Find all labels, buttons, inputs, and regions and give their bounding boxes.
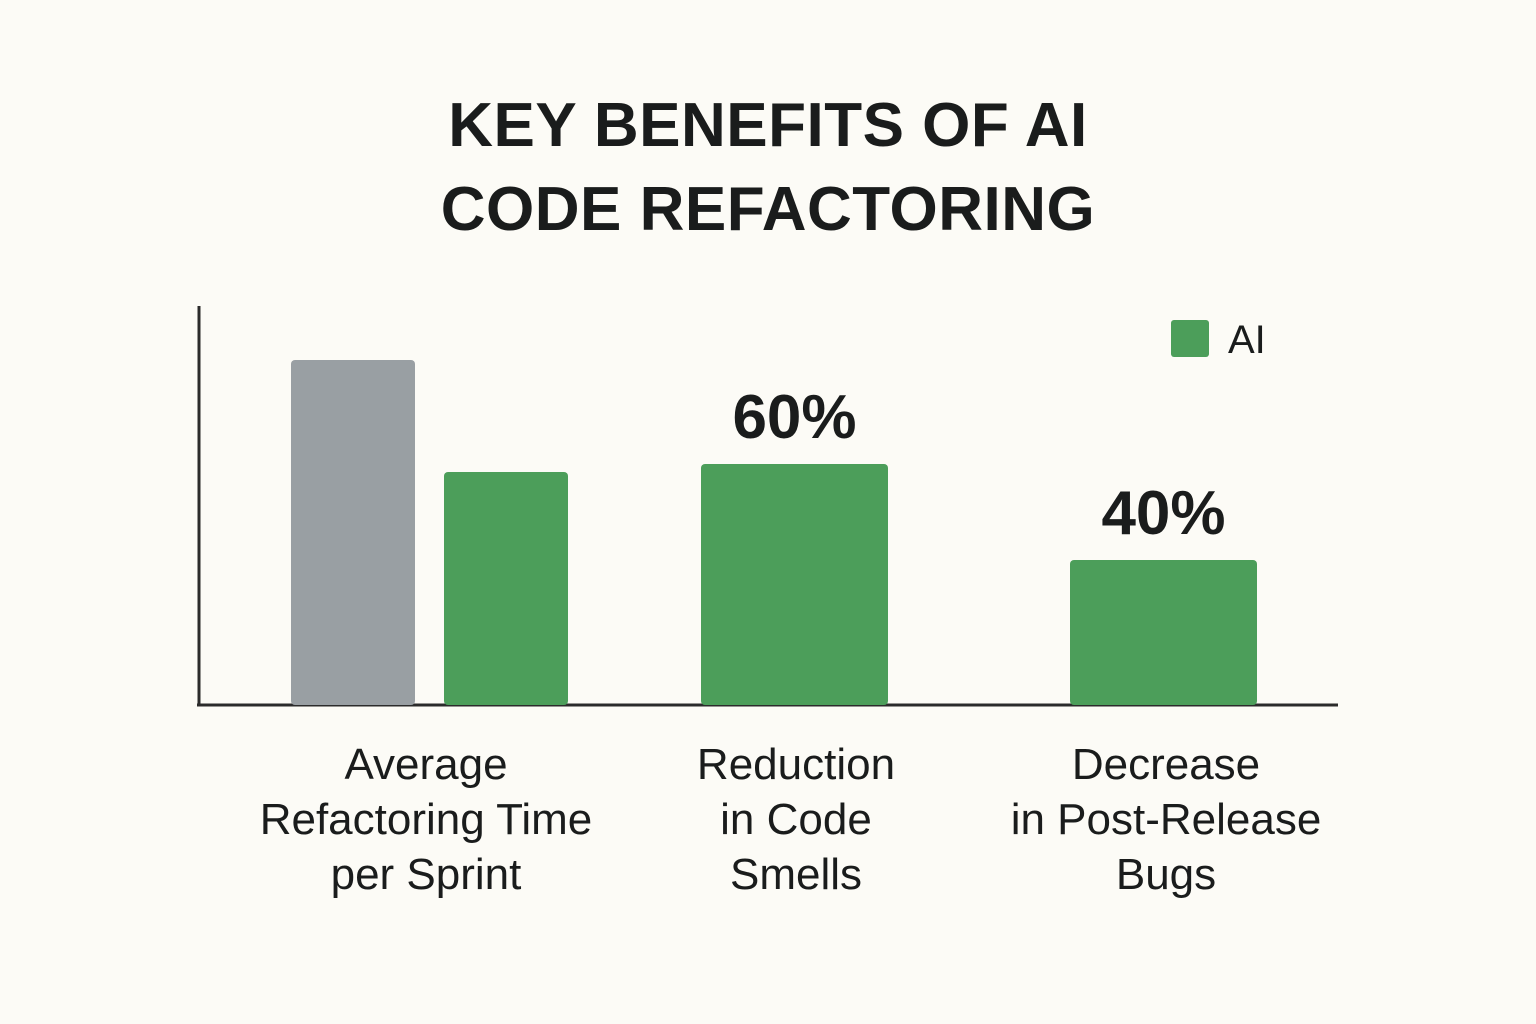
category-label-1-line-0: Reduction xyxy=(697,740,895,789)
category-label-2-line-1: in Post-Release xyxy=(1011,795,1322,844)
bar-baseline-0 xyxy=(291,360,415,705)
category-label-1-line-1: in Code xyxy=(720,795,872,844)
data-labels-group: 60% 40% xyxy=(732,383,1225,548)
legend-swatch-0 xyxy=(1171,320,1209,357)
category-label-1-line-2: Smells xyxy=(730,850,862,899)
chart-title: KEY BENEFITS OF AI CODE REFACTORING xyxy=(0,84,1536,252)
data-label-1: 60% xyxy=(732,383,856,452)
chart-title-line-1: KEY BENEFITS OF AI xyxy=(448,91,1088,160)
category-label-0-line-2: per Sprint xyxy=(331,850,522,899)
category-label-0-line-1: Refactoring Time xyxy=(260,795,593,844)
chart-title-line-2: CODE REFACTORING xyxy=(440,175,1096,244)
bars-group xyxy=(291,360,1257,705)
category-label-2-line-0: Decrease xyxy=(1072,740,1260,789)
bar-ai-2 xyxy=(1070,560,1257,705)
bar-ai-1 xyxy=(701,464,888,705)
data-label-2: 40% xyxy=(1101,479,1225,548)
category-label-0-line-0: Average xyxy=(344,740,507,789)
bar-ai-0 xyxy=(444,472,568,705)
category-labels-group: Average Refactoring Time per Sprint Reducti… xyxy=(260,740,1322,899)
legend-label-0: AI xyxy=(1228,318,1266,362)
category-label-2-line-2: Bugs xyxy=(1116,850,1216,899)
legend: AI xyxy=(1171,318,1266,362)
